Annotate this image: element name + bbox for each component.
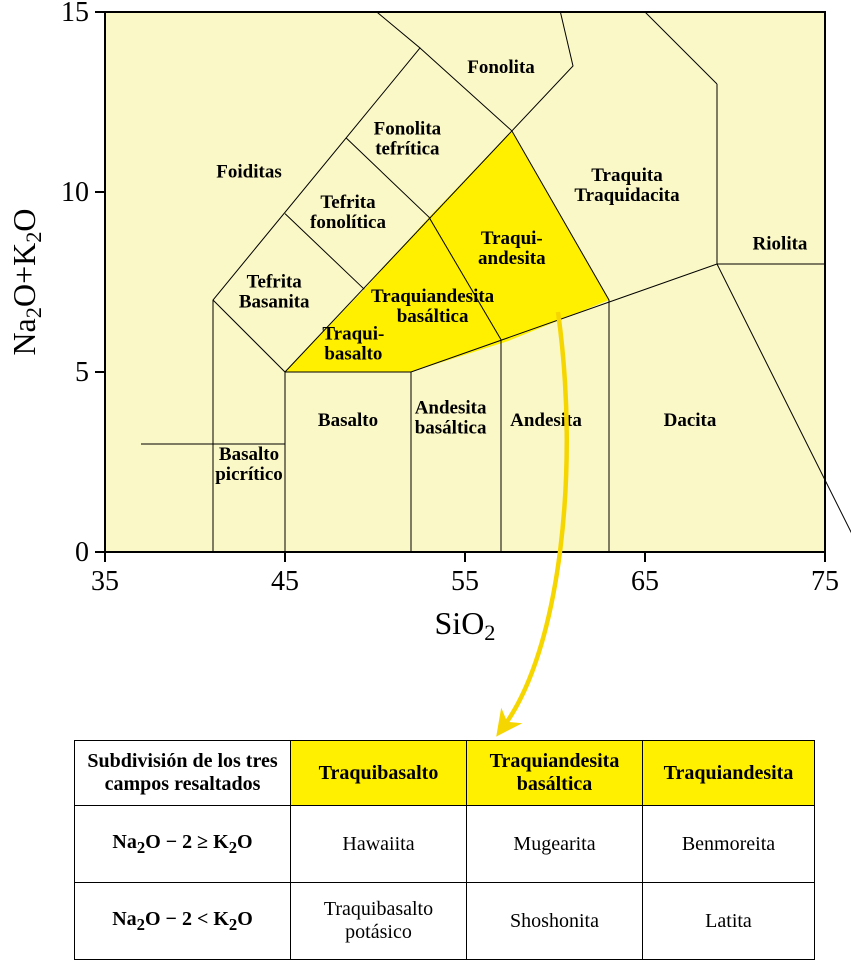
xtick-35: 35 (91, 566, 119, 597)
xtick-45: 45 (271, 566, 299, 597)
ytick-10: 10 (61, 177, 89, 208)
cell-1-3: Benmoreita (643, 806, 815, 883)
ytick-0: 0 (75, 537, 89, 568)
cell-2-1: Traquibasaltopotásico (291, 883, 467, 960)
ytick-15: 15 (61, 0, 89, 28)
plot-area: 35 45 55 65 75 0 5 10 15 SiO2 Na2O+K2O Foiditas Fono… (6, 0, 851, 726)
field-label-1: Fonolita (467, 57, 535, 78)
field-label-9: TefritaBasanita (239, 271, 310, 312)
field-label-5: Riolita (753, 234, 808, 255)
field-label-11: Basalto (318, 410, 378, 431)
x-axis-label: SiO2 (435, 605, 496, 645)
cell-2-3: Latita (643, 883, 815, 960)
table-corner: Subdivisión de los trescampos resaltados (75, 741, 291, 806)
col-header-3: Traquiandesita (643, 741, 815, 806)
field-label-0: Foiditas (216, 162, 281, 183)
field-label-13: Andesita (510, 410, 582, 431)
xtick-55: 55 (451, 566, 479, 597)
xtick-75: 75 (811, 566, 839, 597)
field-label-6: Traqui-andesita (478, 228, 546, 269)
field-label-3: Tefritafonolítica (310, 192, 386, 233)
cell-2-2: Shoshonita (467, 883, 643, 960)
cell-1-2: Mugearita (467, 806, 643, 883)
field-label-12: Andesitabasáltica (415, 397, 487, 438)
col-header-1: Traquibasalto (291, 741, 467, 806)
y-axis-label: Na2O+K2O (6, 208, 46, 355)
field-label-2: Fonolitatefrítica (374, 118, 442, 159)
field-label-8: Traqui-basalto (322, 324, 384, 365)
figure-root: { "chart": { "type": "tas-phase-diagram"… (0, 0, 851, 960)
row-cond-1: Na2O − 2 ≥ K2O (75, 806, 291, 883)
field-label-14: Dacita (664, 410, 717, 431)
ytick-5: 5 (75, 357, 89, 388)
subdivision-table: Subdivisión de los trescampos resaltados… (74, 740, 815, 960)
xtick-65: 65 (631, 566, 659, 597)
field-label-10: Basaltopicrítico (215, 444, 283, 485)
col-header-2: Traquiandesitabasáltica (467, 741, 643, 806)
cell-1-1: Hawaiita (291, 806, 467, 883)
row-cond-2: Na2O − 2 < K2O (75, 883, 291, 960)
